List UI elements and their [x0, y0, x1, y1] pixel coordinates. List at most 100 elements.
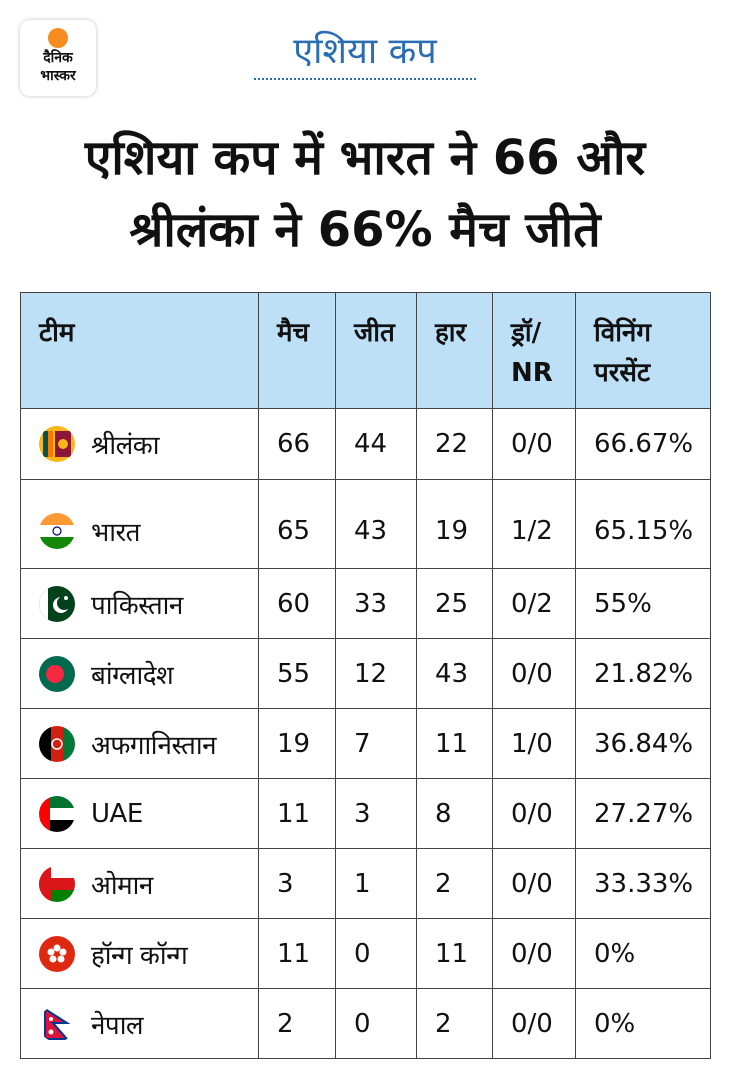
won-cell: 12 [335, 638, 417, 709]
team-name: श्रीलंका [91, 431, 159, 461]
won-cell: 43 [335, 479, 417, 569]
logo-line-2: भास्कर [40, 68, 76, 84]
won-cell: 7 [335, 708, 417, 779]
sri-lanka-flag-icon [39, 426, 75, 462]
win-percent-value: 65.15% [594, 516, 694, 546]
team-name: UAE [91, 798, 143, 829]
table-row: हॉन्ग कॉन्ग 11 0 11 0/0 0% [20, 918, 711, 989]
matches-cell: 19 [258, 708, 336, 779]
table-row: UAE 11 3 8 0/0 27.27% [20, 778, 711, 849]
won-cell: 1 [335, 848, 417, 919]
draw-nr-cell: 0/0 [492, 638, 576, 709]
team-name: ओमान [91, 870, 153, 901]
afghanistan-flag-icon [39, 725, 75, 762]
win-percent-cell: 0% [575, 918, 711, 989]
header-lost: हार [416, 292, 493, 409]
headline-line-1: एशिया कप में भारत ने 66 और [84, 130, 646, 186]
matches-cell: 3 [258, 848, 336, 919]
headline: एशिया कप में भारत ने 66 और श्रीलंका ने 6… [20, 122, 710, 266]
hong-kong-flag-icon [39, 935, 75, 972]
lost-cell: 11 [416, 708, 493, 779]
dainik-bhaskar-logo: दैनिक भास्कर [20, 20, 96, 96]
team-cell: बांग्लादेश [20, 638, 259, 709]
header-win-percent-line1: विनिंग [594, 318, 651, 348]
draw-nr-cell: 0/0 [492, 778, 576, 849]
category-underline [254, 78, 476, 80]
won-value: 43 [354, 516, 388, 546]
nepal-flag-icon [39, 1005, 75, 1042]
win-percent-cell: 66.67% [575, 408, 711, 480]
team-cell: ओमान [20, 848, 259, 919]
headline-line-2: श्रीलंका ने 66% मैच जीते [129, 202, 601, 258]
lost-cell: 8 [416, 778, 493, 849]
matches-cell: 55 [258, 638, 336, 709]
table-row: श्रीलंका 66 44 22 0/0 66.67% [20, 408, 711, 480]
team-name: नेपाल [91, 1010, 144, 1041]
table-row: नेपाल 2 0 2 0/0 0% [20, 988, 711, 1059]
draw-nr-cell: 0/2 [492, 568, 576, 639]
lost-value: 19 [435, 516, 469, 546]
table-row: बांग्लादेश 55 12 43 0/0 21.82% [20, 638, 711, 709]
team-cell: भारत [20, 479, 259, 569]
win-percent-cell: 27.27% [575, 778, 711, 849]
lost-cell: 2 [416, 988, 493, 1059]
header-draw-nr-line2: NR [511, 358, 553, 388]
team-cell: नेपाल [20, 988, 259, 1059]
draw-nr-cell: 1/0 [492, 708, 576, 779]
draw-nr-cell: 0/0 [492, 988, 576, 1059]
team-name: पाकिस्तान [91, 590, 183, 621]
asia-cup-stats-table: टीम मैच जीत हार ड्रॉ/ NR विनिंग परसेंट [20, 292, 711, 1059]
won-cell: 3 [335, 778, 417, 849]
win-percent-cell: 0% [575, 988, 711, 1059]
matches-cell: 65 [258, 479, 336, 569]
team-name: भारत [91, 518, 140, 548]
draw-nr-value: 1/2 [511, 516, 553, 546]
win-percent-cell: 21.82% [575, 638, 711, 709]
sun-icon [48, 28, 68, 48]
category-label: एशिया कप [293, 31, 437, 72]
oman-flag-icon [39, 865, 75, 902]
header-matches: मैच [258, 292, 336, 409]
draw-nr-cell: 0/0 [492, 918, 576, 989]
lost-cell: 22 [416, 408, 493, 480]
team-cell: पाकिस्तान [20, 568, 259, 639]
lost-cell: 19 [416, 479, 493, 569]
matches-cell: 2 [258, 988, 336, 1059]
win-percent-cell: 33.33% [575, 848, 711, 919]
draw-nr-cell: 0/0 [492, 408, 576, 480]
win-percent-cell: 36.84% [575, 708, 711, 779]
bangladesh-flag-icon [39, 655, 75, 692]
lost-cell: 43 [416, 638, 493, 709]
matches-cell: 11 [258, 778, 336, 849]
lost-cell: 11 [416, 918, 493, 989]
won-cell: 0 [335, 918, 417, 989]
header-win-percent: विनिंग परसेंट [575, 292, 711, 409]
won-cell: 33 [335, 568, 417, 639]
draw-nr-cell: 0/0 [492, 848, 576, 919]
header-draw-nr: ड्रॉ/ NR [492, 292, 576, 409]
pakistan-flag-icon [39, 585, 75, 622]
won-cell: 0 [335, 988, 417, 1059]
matches-value: 65 [277, 516, 311, 546]
table-row: अफगानिस्तान 19 7 11 1/0 36.84% [20, 708, 711, 779]
header-won: जीत [335, 292, 417, 409]
india-flag-icon [39, 513, 75, 549]
won-cell: 44 [335, 408, 417, 480]
team-name: हॉन्ग कॉन्ग [91, 940, 188, 971]
lost-cell: 25 [416, 568, 493, 639]
win-percent-cell: 55% [575, 568, 711, 639]
matches-cell: 11 [258, 918, 336, 989]
table-row: ओमान 3 1 2 0/0 33.33% [20, 848, 711, 919]
logo-line-1: दैनिक [43, 50, 73, 66]
header-team: टीम [20, 292, 259, 409]
table-row: पाकिस्तान 60 33 25 0/2 55% [20, 568, 711, 639]
matches-cell: 60 [258, 568, 336, 639]
team-cell: अफगानिस्तान [20, 708, 259, 779]
win-percent-cell: 65.15% [575, 479, 711, 569]
header-draw-nr-line1: ड्रॉ/ [511, 318, 542, 348]
matches-cell: 66 [258, 408, 336, 480]
draw-nr-cell: 1/2 [492, 479, 576, 569]
header-win-percent-line2: परसेंट [594, 358, 651, 388]
table-header-row: टीम मैच जीत हार ड्रॉ/ NR विनिंग परसेंट [20, 292, 711, 409]
table-row: भारत 65 43 19 1/2 65.15% [20, 479, 711, 569]
